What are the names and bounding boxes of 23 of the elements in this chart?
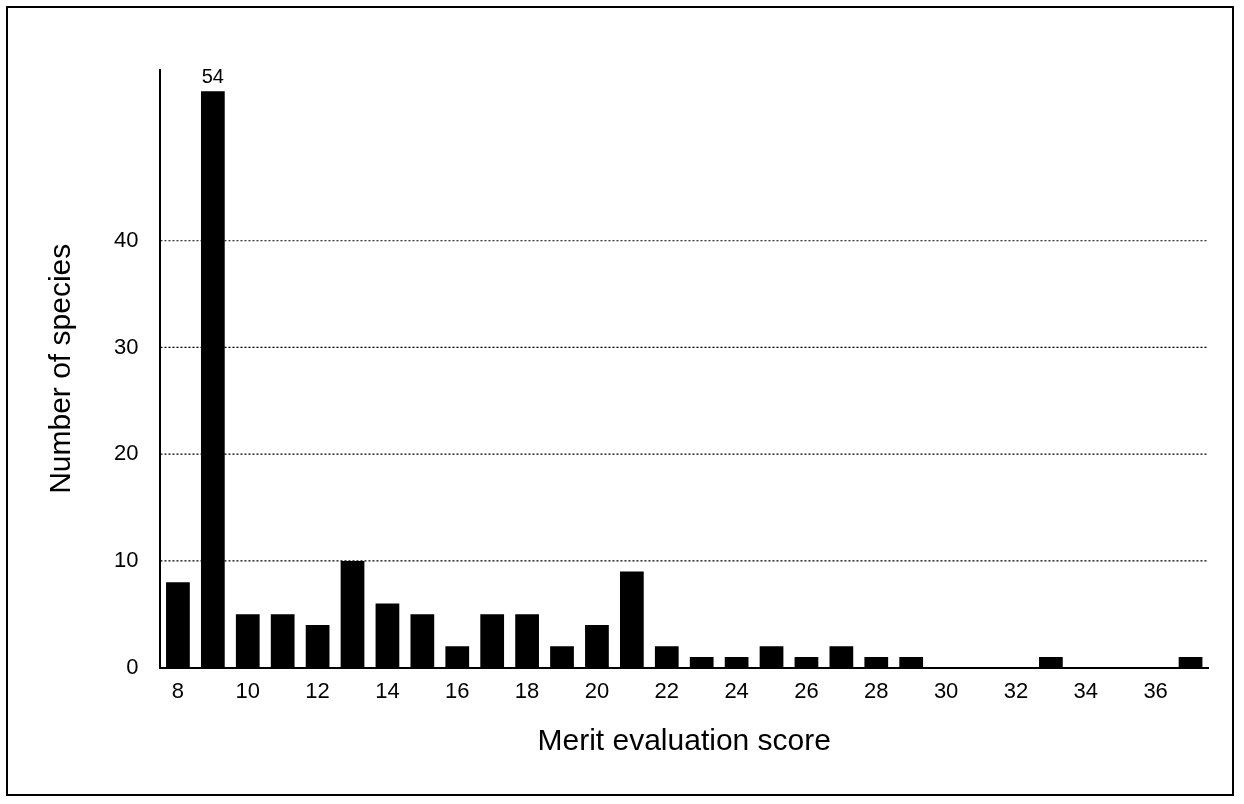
x-tick-label: 36 [1143, 677, 1168, 703]
x-tick-label: 18 [514, 677, 540, 703]
y-tick-label: 20 [113, 440, 139, 466]
y-tick-label: 30 [113, 333, 139, 359]
x-tick-label: 20 [584, 677, 610, 703]
data-label: 54 [201, 64, 224, 87]
x-tick-label: 34 [1073, 677, 1099, 703]
x-tick-label: 10 [235, 677, 261, 703]
x-axis-title: Merit evaluation score [537, 723, 831, 757]
x-tick-label: 28 [864, 677, 889, 703]
y-axis-title: Number of species [43, 243, 77, 494]
x-tick-label: 14 [375, 677, 400, 703]
y-tick-label: 40 [113, 226, 139, 252]
x-tick-label: 30 [933, 677, 959, 703]
x-tick-label: 26 [794, 677, 819, 703]
y-tick-label: 10 [113, 546, 139, 572]
y-tick-label: 0 [126, 653, 139, 679]
x-tick-label: 16 [445, 677, 470, 703]
x-tick-label: 32 [1003, 677, 1029, 703]
x-tick-label: 12 [305, 677, 330, 703]
x-tick-label: 22 [654, 677, 680, 703]
x-tick-label: 24 [724, 677, 749, 703]
x-tick-label: 8 [171, 677, 185, 703]
